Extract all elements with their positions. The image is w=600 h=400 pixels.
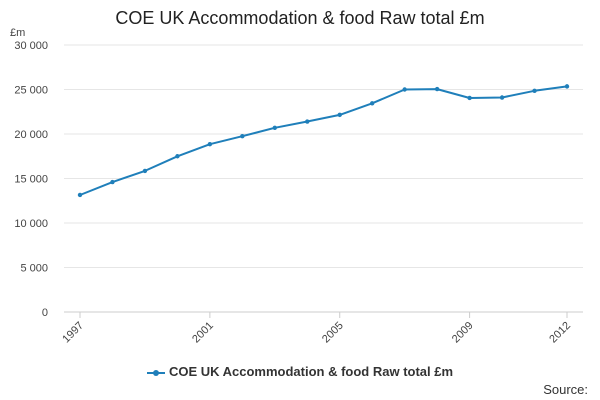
data-point bbox=[370, 101, 375, 106]
x-tick-label: 2012 bbox=[547, 320, 573, 346]
data-point bbox=[207, 142, 213, 147]
data-point bbox=[110, 179, 115, 185]
data-point bbox=[77, 192, 83, 198]
source-label: Source: bbox=[543, 382, 588, 397]
data-point bbox=[240, 134, 245, 139]
x-tick-label: 2009 bbox=[450, 320, 476, 346]
data-point bbox=[434, 86, 440, 92]
chart-title: COE UK Accommodation & food Raw total £m bbox=[115, 8, 485, 28]
data-point bbox=[175, 154, 180, 159]
legend-marker-icon bbox=[146, 368, 165, 378]
data-point bbox=[564, 84, 570, 89]
data-point bbox=[499, 95, 505, 100]
data-point bbox=[305, 119, 310, 124]
y-tick-label: 5 000 bbox=[20, 263, 48, 275]
data-point bbox=[272, 125, 277, 130]
series-line bbox=[79, 85, 568, 196]
data-point bbox=[402, 87, 407, 92]
data-point bbox=[467, 95, 472, 101]
x-tick-label: 1997 bbox=[60, 320, 86, 346]
y-tick-label: 0 bbox=[42, 307, 48, 319]
legend[interactable]: COE UK Accommodation & food Raw total £m bbox=[0, 364, 600, 379]
y-tick-label: 30 000 bbox=[14, 40, 48, 52]
y-axis-unit-label: £m bbox=[10, 27, 25, 39]
y-tick-label: 15 000 bbox=[14, 174, 48, 186]
data-point bbox=[142, 168, 148, 174]
y-tick-label: 25 000 bbox=[14, 85, 48, 97]
y-tick-label: 20 000 bbox=[14, 129, 48, 141]
data-point bbox=[337, 112, 342, 118]
data-point bbox=[532, 88, 537, 94]
x-tick-label: 2001 bbox=[190, 320, 216, 346]
legend-dot-sample bbox=[152, 369, 159, 376]
y-tick-label: 10 000 bbox=[14, 218, 48, 230]
x-tick-label: 2005 bbox=[320, 320, 346, 346]
legend-label: COE UK Accommodation & food Raw total £m bbox=[168, 364, 454, 379]
